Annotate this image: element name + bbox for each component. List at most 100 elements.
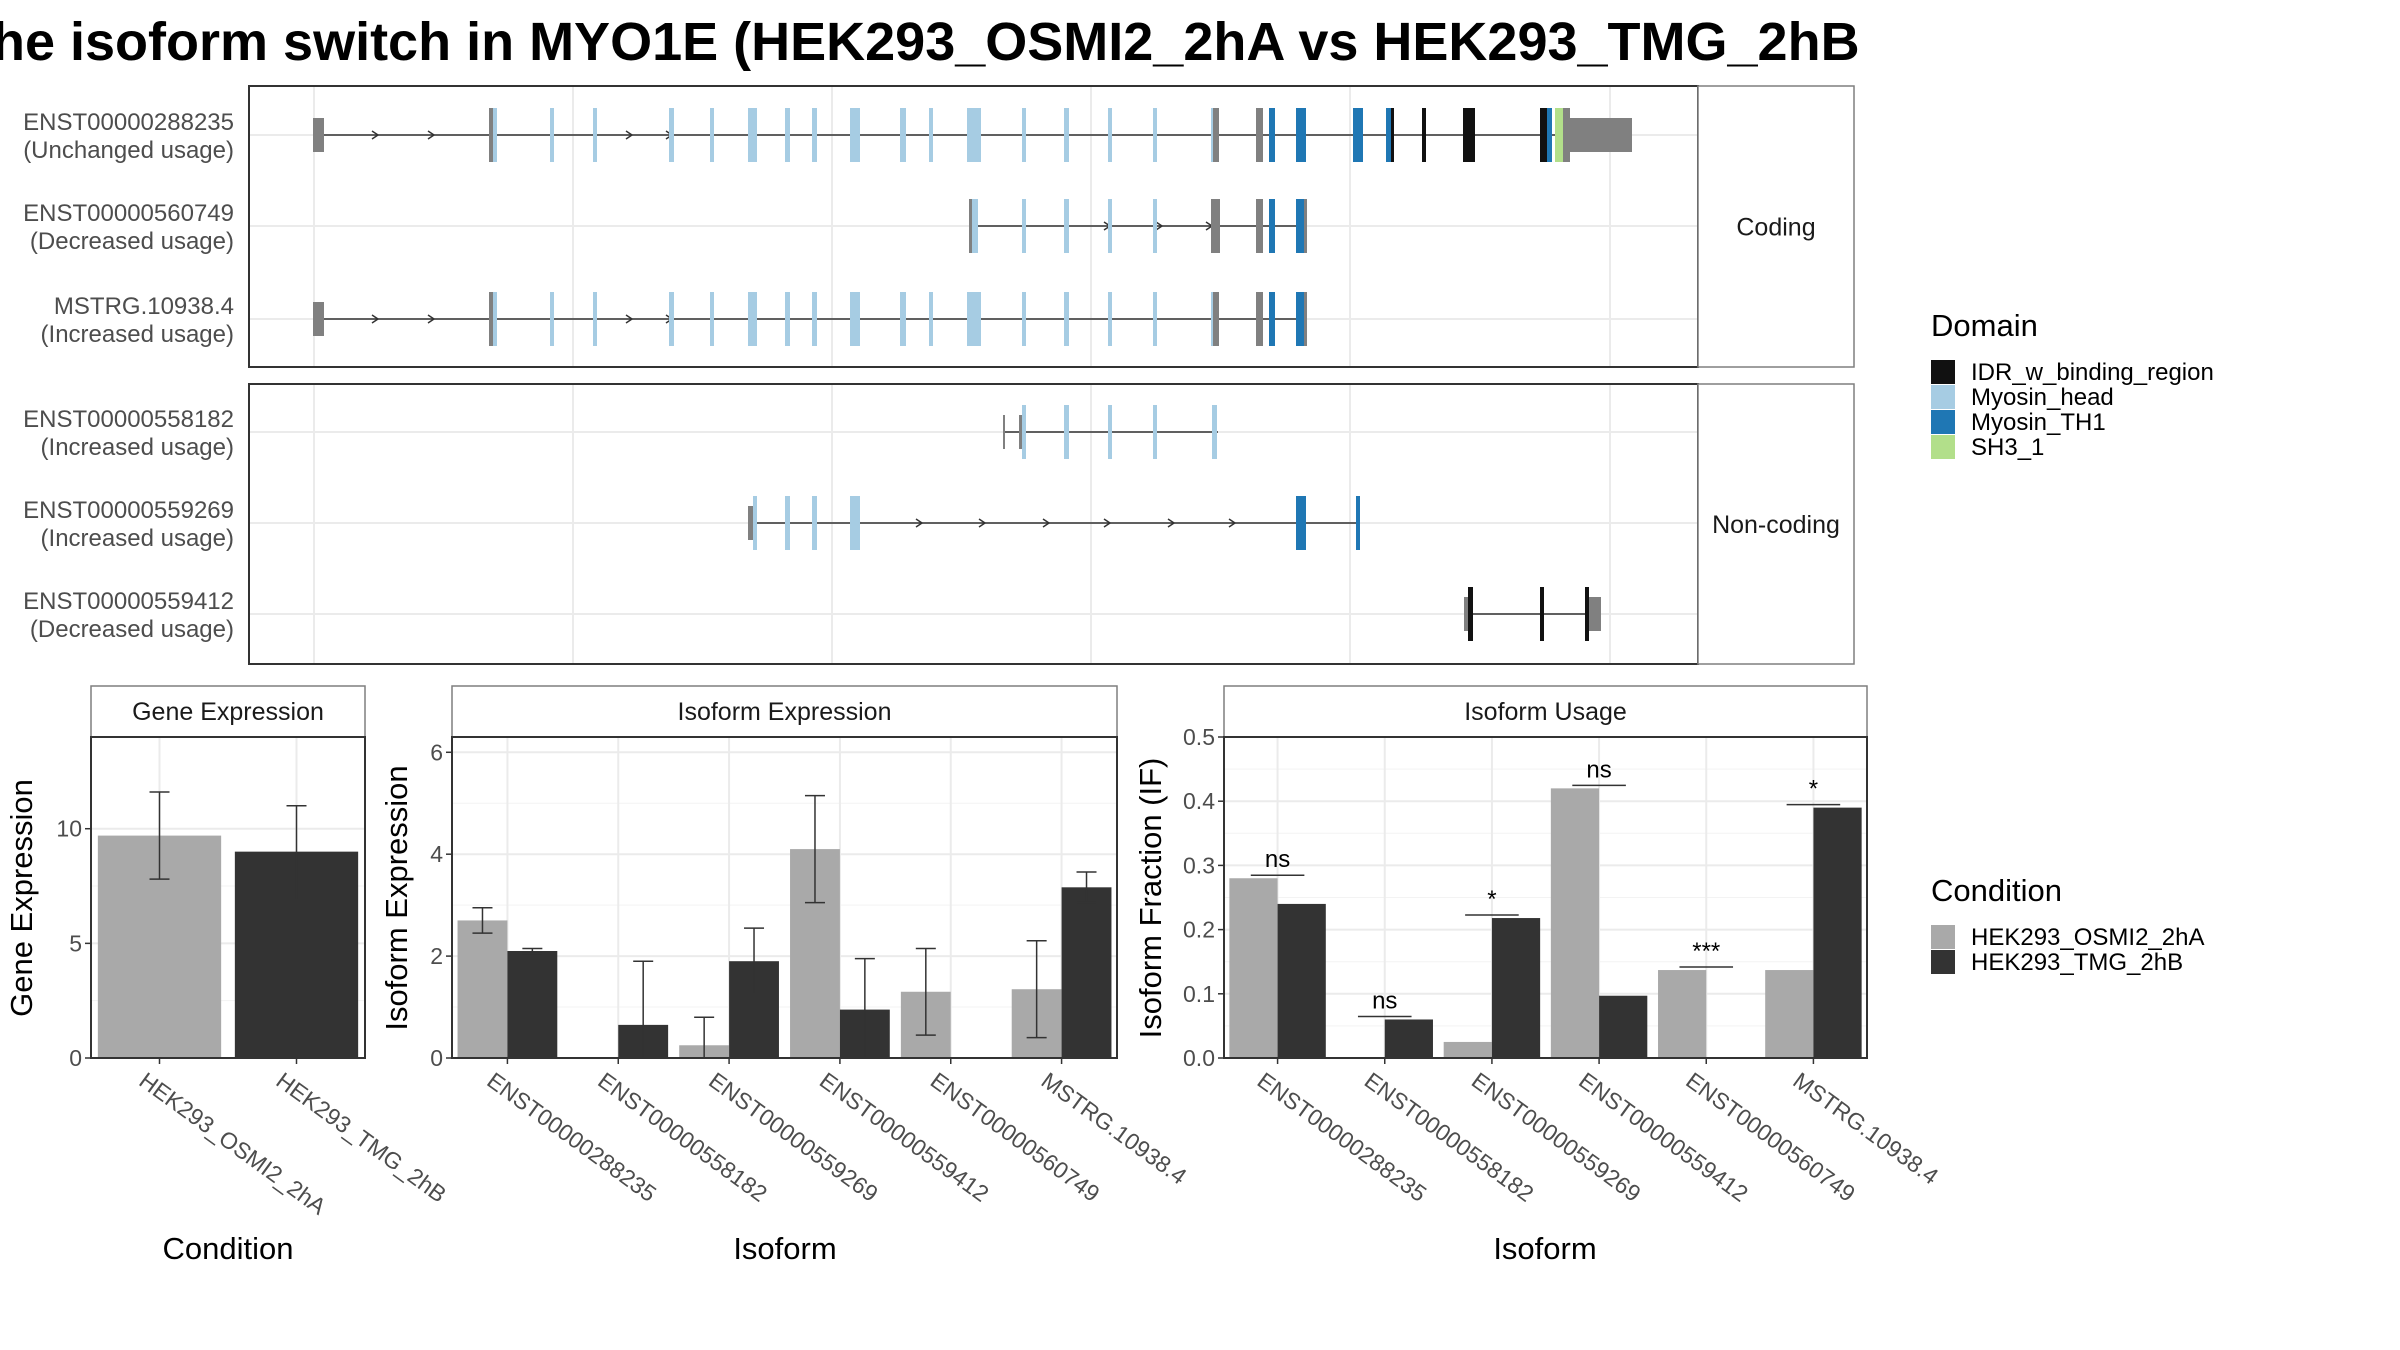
strand-arrow xyxy=(427,314,436,324)
significance-label: * xyxy=(1487,886,1496,913)
y-tick-label: 0.1 xyxy=(1183,981,1215,1007)
exon xyxy=(753,496,757,550)
exon xyxy=(1540,587,1544,641)
exon xyxy=(1211,199,1220,253)
y-tick-label: 0.4 xyxy=(1183,788,1215,814)
strand-arrow xyxy=(625,314,634,324)
transcript-usage-label: (Decreased usage) xyxy=(30,228,234,255)
bar xyxy=(1599,995,1648,1058)
exon xyxy=(489,292,495,346)
facet-strip xyxy=(1697,85,1855,368)
exon xyxy=(1589,597,1601,631)
exon xyxy=(812,292,817,346)
exon xyxy=(1269,108,1275,162)
exon xyxy=(1022,292,1026,346)
y-axis-title: Isoform Fraction (IF) xyxy=(1133,758,1168,1039)
exon xyxy=(1356,496,1360,550)
exon xyxy=(1108,405,1112,459)
exon xyxy=(669,108,674,162)
exon xyxy=(1296,292,1306,346)
transcript-label: MSTRG.10938.4 xyxy=(54,293,234,320)
exon xyxy=(1064,405,1069,459)
exon xyxy=(1464,597,1469,631)
page-title: he isoform switch in MYO1E (HEK293_OSMI2… xyxy=(0,12,1860,72)
chart-title: Isoform Expression xyxy=(678,698,892,726)
exon xyxy=(1022,405,1026,459)
y-tick-label: 0.5 xyxy=(1183,724,1215,750)
exon xyxy=(1296,199,1306,253)
y-tick-label: 0.0 xyxy=(1183,1045,1215,1071)
exon xyxy=(593,108,597,162)
x-axis-title: Condition xyxy=(163,1231,294,1266)
exon xyxy=(785,292,790,346)
bar xyxy=(1229,878,1278,1058)
transcript-usage-label: (Unchanged usage) xyxy=(23,137,234,164)
exon xyxy=(748,506,754,540)
exon xyxy=(1256,108,1263,162)
exon xyxy=(1153,292,1157,346)
facet-strip xyxy=(1223,685,1868,738)
exon xyxy=(313,302,324,336)
x-axis-title: Isoform xyxy=(1493,1231,1596,1266)
exon xyxy=(1213,108,1219,162)
strand-arrow xyxy=(1042,518,1051,528)
x-axis-title: Isoform xyxy=(733,1231,836,1266)
bar xyxy=(1491,918,1541,1058)
strand-arrow xyxy=(915,518,924,528)
exon xyxy=(967,108,981,162)
exon xyxy=(669,292,674,346)
legend-key xyxy=(1931,925,1955,949)
exon xyxy=(1108,199,1112,253)
legend-key xyxy=(1931,360,1955,384)
exon xyxy=(1108,292,1112,346)
legend-label: HEK293_TMG_2hB xyxy=(1971,949,2183,976)
exon xyxy=(1256,199,1263,253)
bar xyxy=(1765,970,1814,1058)
y-tick-label: 2 xyxy=(430,943,443,969)
bar xyxy=(1061,887,1112,1058)
exon xyxy=(1022,108,1026,162)
bar xyxy=(1658,970,1707,1058)
panel-border xyxy=(1223,736,1868,1059)
chart-title: Gene Expression xyxy=(132,698,324,726)
exon xyxy=(1296,496,1306,550)
legend-title: Domain xyxy=(1931,308,2038,343)
exon xyxy=(900,292,906,346)
legend-key xyxy=(1931,410,1955,434)
y-tick-label: 0.3 xyxy=(1183,852,1215,878)
strand-arrow xyxy=(371,314,380,324)
transcript-label: ENST00000558182 xyxy=(23,406,234,433)
exon xyxy=(1563,108,1570,162)
y-tick-label: 0 xyxy=(69,1045,82,1071)
exon xyxy=(1212,405,1217,459)
exon xyxy=(1256,292,1263,346)
y-tick-label: 6 xyxy=(430,739,443,765)
significance-label: *** xyxy=(1692,938,1720,965)
y-axis-title: Isoform Expression xyxy=(379,765,414,1030)
transcript-label: ENST00000288235 xyxy=(23,109,234,136)
structure-panel-noncoding: Non-coding xyxy=(248,383,1855,665)
legend-label: Myosin_TH1 xyxy=(1971,409,2106,436)
exon xyxy=(493,108,497,162)
transcript-label: ENST00000559269 xyxy=(23,497,234,524)
legend-title: Condition xyxy=(1931,873,2062,908)
exon xyxy=(1304,199,1307,253)
exon xyxy=(972,199,978,253)
exon xyxy=(313,118,324,152)
exon xyxy=(1269,199,1275,253)
exon xyxy=(1463,108,1475,162)
y-tick-label: 0 xyxy=(430,1045,443,1071)
exon xyxy=(748,292,757,346)
exon xyxy=(929,108,933,162)
exon xyxy=(969,199,974,253)
exon xyxy=(1064,199,1069,253)
exon xyxy=(850,292,860,346)
exon xyxy=(1422,108,1426,162)
significance-label: ns xyxy=(1372,987,1397,1014)
strand-arrow xyxy=(1228,518,1237,528)
y-tick-label: 10 xyxy=(56,816,82,842)
exon xyxy=(1153,108,1157,162)
exon xyxy=(1019,415,1024,449)
transcript-label: ENST00000560749 xyxy=(23,200,234,227)
